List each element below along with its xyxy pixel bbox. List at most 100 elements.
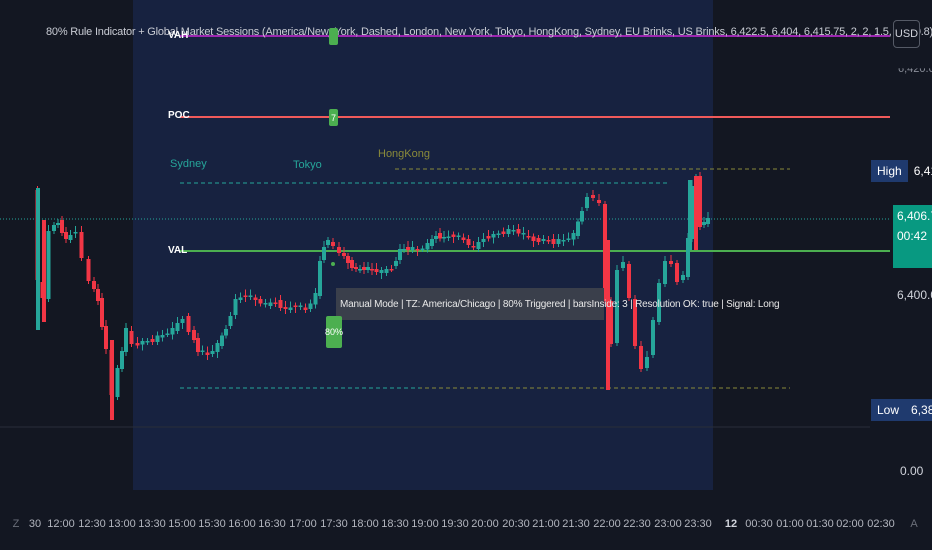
candle-body (675, 263, 679, 282)
candle-body (551, 239, 556, 244)
time-axis-label: 23:30 (684, 518, 712, 530)
candle-body (308, 303, 313, 309)
candle-body (263, 303, 268, 305)
candle-body (609, 301, 613, 344)
candle-body (64, 232, 68, 239)
candle-body (170, 328, 175, 335)
currency-button[interactable]: USD (893, 20, 920, 48)
candle-body (288, 307, 293, 310)
candle-body (104, 326, 108, 349)
candle-body (466, 239, 471, 245)
candle-body (42, 220, 46, 322)
candle-body (331, 242, 335, 246)
candle-body (615, 270, 619, 343)
vah-label: VAH (168, 30, 189, 41)
countdown-value: 00:42 (897, 229, 928, 243)
candle-body (68, 235, 73, 240)
candle-body (79, 232, 84, 258)
candle-body (215, 343, 220, 352)
candle-body (627, 264, 631, 298)
time-axis-left-edge: Z (12, 518, 20, 530)
candlestick-chart[interactable] (0, 0, 932, 510)
candle-body (210, 351, 215, 354)
candle-body (621, 262, 625, 268)
candle-body (410, 247, 415, 250)
time-axis[interactable]: Z A 30 12:00 12:30 13:00 13:30 15:00 15:30 16:0… (0, 510, 932, 550)
session-label-sydney: Sydney (170, 158, 207, 170)
candle-body (496, 233, 501, 235)
entry-marker: 80% (325, 316, 343, 348)
candle-body (556, 239, 561, 244)
candle-body (186, 316, 191, 332)
candle-body (318, 261, 322, 296)
time-axis-label: 19:00 (411, 518, 439, 530)
time-axis-label: 13:30 (138, 518, 166, 530)
candle-body (702, 222, 706, 225)
candle-body (580, 211, 584, 222)
price-label-zero: 0.00 (900, 464, 924, 478)
candle-body (342, 253, 346, 256)
candle-body (52, 225, 56, 231)
candle-body (100, 298, 104, 327)
candle-body (243, 295, 248, 297)
candle-body (115, 368, 120, 397)
candle-body (597, 200, 601, 203)
candle-body (476, 242, 481, 249)
candle-body (406, 247, 410, 250)
candle-body (192, 330, 196, 340)
candle-body (698, 176, 702, 227)
candle-body (566, 238, 571, 240)
candle-body (516, 229, 521, 234)
candle-body (73, 232, 78, 234)
time-axis-label: 16:00 (228, 518, 256, 530)
candle-body (160, 335, 165, 338)
candle-body (526, 236, 531, 238)
candle-body (358, 269, 362, 271)
time-axis-label: 12:30 (78, 518, 106, 530)
candle-body (293, 305, 298, 307)
candle-body (425, 243, 430, 250)
poc-flag: 7 (329, 109, 338, 126)
high-tag-value: 6,411.00 (907, 160, 932, 182)
time-axis-label: 19:30 (441, 518, 469, 530)
candle-body (228, 316, 233, 326)
candle-body (521, 233, 526, 235)
candle-body (633, 299, 637, 346)
candle-body (165, 333, 170, 335)
candle-body (303, 307, 308, 310)
indicator-title[interactable]: 80% Rule Indicator + Global Market Sessi… (46, 26, 932, 38)
candle-body (442, 237, 446, 239)
candle-body (273, 302, 278, 304)
candle-body (511, 230, 516, 232)
candle-body (268, 302, 273, 306)
candle-body (681, 275, 685, 280)
candle-body (451, 234, 456, 237)
candle-body (298, 305, 303, 307)
candle-body (471, 246, 476, 248)
candle-body (60, 220, 64, 233)
candle-body (374, 269, 379, 272)
candle-body (354, 267, 358, 269)
candle-body (639, 346, 643, 369)
candle-body (36, 188, 40, 330)
candle-body (350, 260, 354, 268)
candle-body (224, 329, 228, 336)
val-label: VAL (168, 245, 188, 256)
candle-body (688, 180, 692, 250)
candle-body (486, 236, 491, 239)
candle-body (645, 357, 649, 368)
candle-body (657, 283, 661, 322)
candle-body (196, 338, 200, 352)
candle-body (481, 239, 486, 242)
time-axis-label: 17:00 (289, 518, 317, 530)
time-axis-label: 02:00 (836, 518, 864, 530)
candle-body (506, 229, 511, 234)
poc-label: POC (168, 110, 190, 121)
candle-body (326, 240, 330, 245)
candle-body (536, 238, 541, 242)
candle-body (220, 335, 224, 346)
time-axis-label: 01:30 (806, 518, 834, 530)
time-axis-label: 20:30 (502, 518, 530, 530)
candle-body (438, 233, 442, 239)
